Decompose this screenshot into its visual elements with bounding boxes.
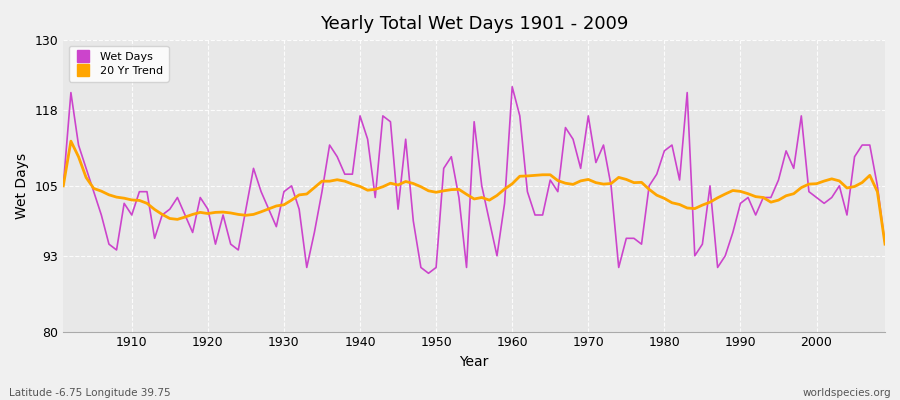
Text: worldspecies.org: worldspecies.org	[803, 388, 891, 398]
Text: Latitude -6.75 Longitude 39.75: Latitude -6.75 Longitude 39.75	[9, 388, 171, 398]
Wet Days	[613, 265, 624, 270]
Wet Days	[879, 242, 890, 246]
20 Yr Trend	[66, 139, 77, 144]
Line: Wet Days: Wet Days	[63, 87, 885, 273]
20 Yr Trend	[606, 181, 616, 186]
Y-axis label: Wet Days: Wet Days	[15, 153, 29, 219]
20 Yr Trend	[293, 192, 304, 197]
20 Yr Trend	[126, 198, 137, 202]
20 Yr Trend	[58, 184, 68, 188]
X-axis label: Year: Year	[460, 355, 489, 369]
20 Yr Trend	[339, 179, 350, 184]
Wet Days	[515, 114, 526, 118]
20 Yr Trend	[507, 182, 517, 186]
20 Yr Trend	[879, 242, 890, 246]
Title: Yearly Total Wet Days 1901 - 2009: Yearly Total Wet Days 1901 - 2009	[320, 15, 628, 33]
20 Yr Trend	[515, 174, 526, 179]
Legend: Wet Days, 20 Yr Trend: Wet Days, 20 Yr Trend	[68, 46, 168, 82]
Wet Days	[332, 154, 343, 159]
Wet Days	[58, 184, 68, 188]
Wet Days	[286, 184, 297, 188]
Wet Days	[423, 271, 434, 276]
Wet Days	[119, 201, 130, 206]
Wet Days	[507, 84, 517, 89]
Wet Days	[522, 189, 533, 194]
Line: 20 Yr Trend: 20 Yr Trend	[63, 141, 885, 244]
